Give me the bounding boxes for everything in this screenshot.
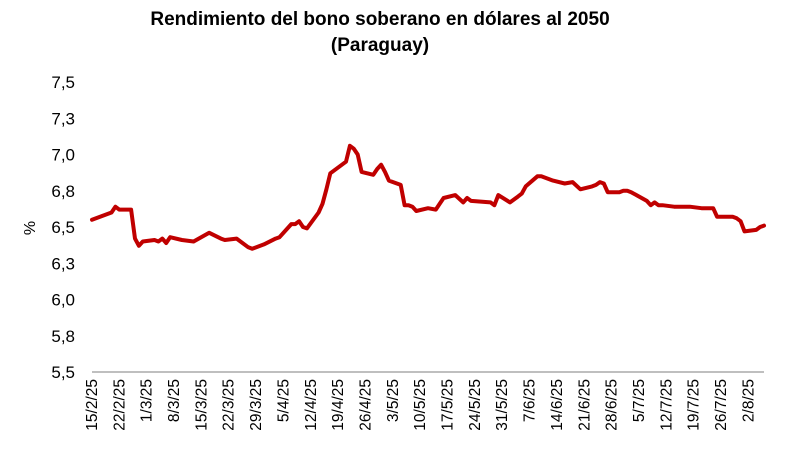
x-tick-label: 5/7/25 — [631, 379, 648, 422]
x-tick-label: 31/5/25 — [494, 379, 511, 431]
x-tick-label: 14/6/25 — [549, 379, 566, 431]
x-tick-label: 28/6/25 — [604, 379, 621, 431]
x-tick-label: 12/4/25 — [303, 379, 320, 431]
x-tick-label: 19/7/25 — [686, 379, 703, 431]
y-axis-ticks: 7,5 7,3 7,0 6,8 6,5 6,3 6,0 5,8 5,5 — [51, 73, 75, 382]
x-tick-label: 19/4/25 — [330, 379, 347, 431]
y-tick-label: 5,5 — [51, 363, 75, 382]
x-tick-label: 26/7/25 — [713, 379, 730, 431]
x-tick-label: 5/4/25 — [275, 379, 292, 422]
y-tick-label: 7,0 — [51, 146, 75, 165]
x-tick-label: 12/7/25 — [658, 379, 675, 431]
chart-title-line-1: Rendimiento del bono soberano en dólares… — [150, 9, 609, 30]
y-tick-label: 7,5 — [51, 73, 75, 92]
x-tick-label: 7/6/25 — [522, 379, 539, 422]
x-tick-label: 2/8/25 — [740, 379, 757, 422]
x-tick-label: 3/5/25 — [385, 379, 402, 422]
chart-title-line-2: (Paraguay) — [331, 35, 429, 56]
x-tick-label: 26/4/25 — [358, 379, 375, 431]
x-tick-label: 17/5/25 — [440, 379, 457, 431]
x-tick-label: 22/3/25 — [221, 379, 238, 431]
y-tick-label: 6,0 — [51, 291, 75, 310]
y-tick-label: 5,8 — [51, 327, 75, 346]
x-tick-label: 29/3/25 — [248, 379, 265, 431]
x-axis-ticks: 15/2/25 22/2/25 1/3/25 8/3/25 15/3/25 22/3/25… — [84, 379, 757, 431]
y-tick-label: 6,8 — [51, 182, 75, 201]
plot-area — [90, 143, 766, 373]
x-tick-label: 15/2/25 — [84, 379, 101, 431]
x-tick-label: 10/5/25 — [412, 379, 429, 431]
y-tick-label: 7,3 — [51, 109, 75, 128]
y-tick-label: 6,3 — [51, 254, 75, 273]
x-tick-label: 8/3/25 — [166, 379, 183, 422]
x-tick-label: 1/3/25 — [139, 379, 156, 422]
series-line — [90, 143, 766, 251]
y-tick-label: 6,5 — [51, 218, 75, 237]
x-tick-label: 22/2/25 — [111, 379, 128, 431]
x-tick-label: 21/6/25 — [576, 379, 593, 431]
x-tick-label: 15/3/25 — [193, 379, 210, 431]
y-axis-label: % — [22, 221, 39, 235]
x-tick-label: 24/5/25 — [467, 379, 484, 431]
